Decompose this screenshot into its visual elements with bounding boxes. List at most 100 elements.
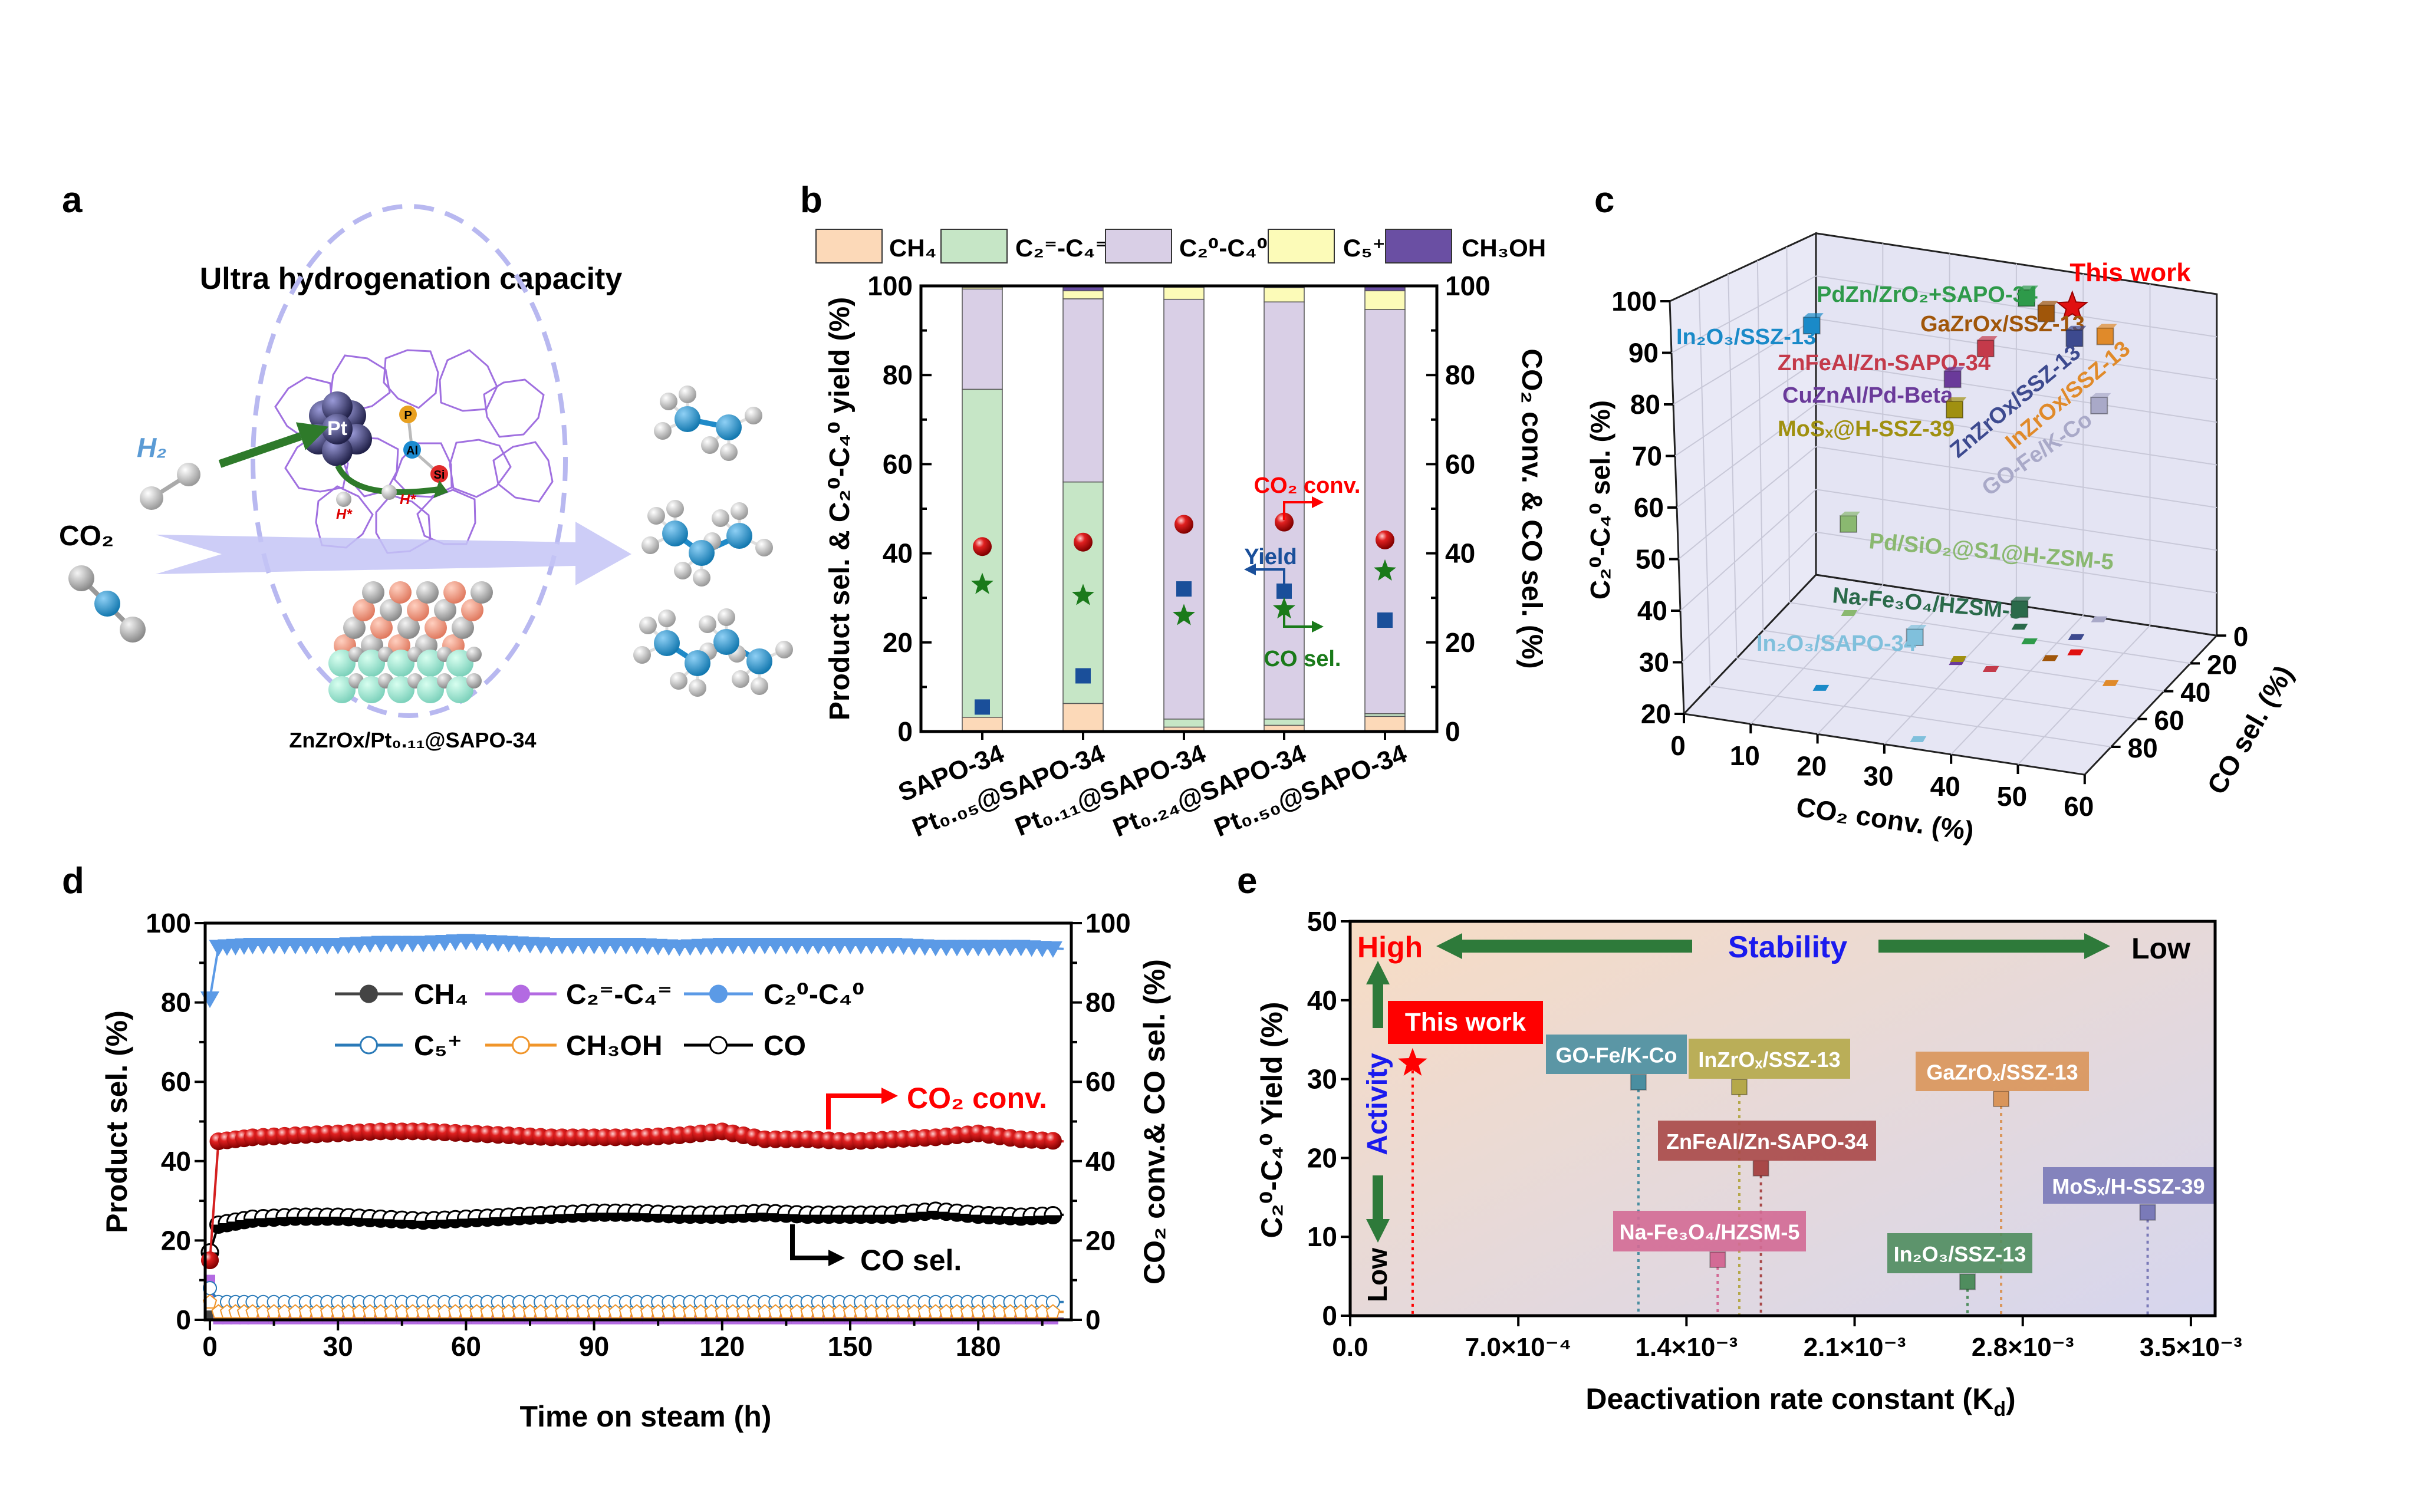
panel-label-a: a bbox=[62, 180, 83, 220]
point-label-box bbox=[2043, 1167, 2214, 1204]
bar-segment bbox=[1264, 287, 1305, 302]
h-spillover-label: H* bbox=[400, 492, 416, 508]
co-sel-point bbox=[1374, 559, 1396, 581]
y-tick-label-right: 20 bbox=[1445, 627, 1475, 658]
y-tick-label: 30 bbox=[1307, 1064, 1337, 1095]
y-tick-label: 0 bbox=[1322, 1300, 1337, 1331]
h-atom bbox=[658, 610, 676, 627]
data-point bbox=[2139, 1204, 2156, 1221]
z-tick-label: 30 bbox=[1639, 647, 1669, 678]
stability-left-arrow-head bbox=[1436, 933, 1462, 959]
pt-atom bbox=[322, 436, 353, 466]
h-atom bbox=[647, 507, 665, 525]
bar-segment bbox=[1364, 716, 1406, 732]
framework-ring bbox=[483, 378, 545, 438]
legend-label: CO bbox=[764, 1030, 806, 1062]
y-tick-label-right: 60 bbox=[1085, 1066, 1116, 1097]
point-label: This work bbox=[2069, 258, 2191, 287]
h-atom bbox=[731, 502, 748, 520]
panel-label-d: d bbox=[62, 861, 84, 901]
data-point-fill bbox=[1044, 1215, 1061, 1224]
h-atom bbox=[751, 677, 768, 695]
data-cube bbox=[1946, 400, 1964, 419]
point-label: CuZnAl/Pd-Beta bbox=[1782, 383, 1953, 408]
activity-up-arrow-head bbox=[1366, 961, 1390, 984]
h-atom bbox=[641, 536, 659, 554]
si-label: Si bbox=[434, 469, 445, 482]
point-label: This work bbox=[1405, 1008, 1526, 1037]
floor-projection bbox=[1982, 666, 1999, 673]
yield-point bbox=[975, 699, 990, 715]
x-tick-label: 50 bbox=[1997, 781, 2027, 812]
series-4 bbox=[202, 1294, 1064, 1319]
h-atom bbox=[381, 485, 397, 500]
floor-projection bbox=[2042, 655, 2059, 661]
yield-point bbox=[1075, 668, 1091, 684]
z-tick-label: 100 bbox=[1611, 286, 1657, 317]
co-sel-arrow bbox=[1283, 611, 1312, 628]
x-tick-label: 0 bbox=[1670, 730, 1686, 761]
h-atom bbox=[679, 386, 696, 403]
x-tick-label: 3.5×10⁻³ bbox=[2140, 1333, 2242, 1362]
point-label: PdZn/ZrO₂+SAPO-34 bbox=[1817, 282, 2038, 307]
point-label: MoSₓ/H-SSZ-39 bbox=[2052, 1174, 2205, 1198]
co-sel-point bbox=[971, 572, 993, 594]
data-cube-top bbox=[1977, 336, 1998, 341]
slab-atom bbox=[471, 581, 493, 604]
co2-conv-point bbox=[1174, 515, 1193, 534]
x-tick-label: 2.8×10⁻³ bbox=[1972, 1333, 2074, 1362]
grid-line bbox=[1950, 615, 2084, 755]
floor-projection bbox=[2067, 649, 2084, 655]
point-label: Na-Fe₃O₄/HZSM-5 bbox=[1620, 1220, 1800, 1244]
co2-conv-point bbox=[973, 537, 992, 556]
co-sel-point bbox=[1273, 597, 1295, 619]
grid-line bbox=[1682, 531, 1817, 663]
slab-atom bbox=[466, 647, 482, 662]
c-atom bbox=[675, 406, 700, 432]
y-tick-label: 20 bbox=[161, 1225, 191, 1256]
c-atom bbox=[689, 540, 715, 566]
data-cube-top bbox=[2011, 597, 2032, 601]
data-cube-top bbox=[1944, 367, 1965, 371]
floor-projection bbox=[1910, 736, 1927, 743]
y-tick-label: 20 bbox=[2207, 649, 2237, 680]
legend-swatch-1 bbox=[940, 229, 1008, 263]
data-point bbox=[1630, 1073, 1647, 1091]
h-atom bbox=[699, 615, 716, 633]
z-tick-label: 90 bbox=[1628, 338, 1659, 368]
y-tick-label: 40 bbox=[883, 538, 913, 569]
y-tick-label: 20 bbox=[883, 627, 913, 658]
panel-label-c: c bbox=[1594, 180, 1614, 220]
product-alkane-molecule bbox=[633, 608, 793, 697]
bar-segment bbox=[962, 717, 1003, 732]
x-tick-label: 1.4×10⁻³ bbox=[1636, 1333, 1738, 1362]
yield-arrow bbox=[1256, 568, 1285, 587]
legend-marker-1 bbox=[512, 984, 530, 1003]
data-cube bbox=[2037, 304, 2055, 322]
series-line bbox=[209, 1130, 1064, 1261]
stability-right-arrow-head bbox=[2084, 933, 2110, 959]
data-cube bbox=[2065, 329, 2084, 347]
y-tick-label-right: 60 bbox=[1445, 449, 1475, 479]
x-tick-label: 20 bbox=[1797, 750, 1827, 781]
grid-line bbox=[1728, 274, 1738, 658]
framework-ring bbox=[341, 436, 399, 498]
bar-segment bbox=[1062, 298, 1104, 483]
legend-swatch-4 bbox=[1385, 229, 1452, 263]
y-tick-label-right: 40 bbox=[1445, 538, 1475, 569]
y-tick-label-right: 100 bbox=[1085, 908, 1131, 938]
y-tick-label-right: 80 bbox=[1085, 987, 1116, 1018]
y-tick-label: 10 bbox=[1307, 1221, 1337, 1252]
y-tick-label: 100 bbox=[146, 908, 191, 938]
y-axis-title: Product sel. (%) bbox=[100, 1010, 133, 1233]
x-tick-label: 30 bbox=[1863, 761, 1893, 792]
h-atom bbox=[674, 562, 692, 579]
z-tick-label: 40 bbox=[1637, 595, 1667, 626]
c-atom bbox=[94, 591, 120, 617]
x-tick-label: 90 bbox=[579, 1331, 609, 1362]
y-tick-label: 80 bbox=[883, 360, 913, 390]
data-cube bbox=[2018, 289, 2036, 307]
data-point bbox=[1044, 1132, 1062, 1150]
